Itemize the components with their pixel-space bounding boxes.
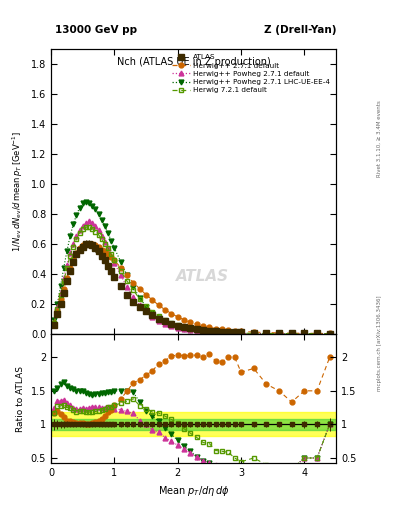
Text: Z (Drell-Yan): Z (Drell-Yan) [264,25,336,35]
Text: Rivet 3.1.10, ≥ 3.4M events: Rivet 3.1.10, ≥ 3.4M events [377,100,382,177]
X-axis label: Mean $p_T/d\eta\,d\phi$: Mean $p_T/d\eta\,d\phi$ [158,484,230,498]
Legend: ATLAS, Herwig++ 2.7.1 default, Herwig++ Powheg 2.7.1 default, Herwig++ Powheg 2.: ATLAS, Herwig++ 2.7.1 default, Herwig++ … [170,52,332,96]
Y-axis label: Ratio to ATLAS: Ratio to ATLAS [16,366,25,432]
Bar [51,419,336,430]
Y-axis label: $1/N_\mathrm{ev}\,dN_\mathrm{ev}/d\,\mathrm{mean}\,p_T\,[\mathrm{GeV}^{-1}]$: $1/N_\mathrm{ev}\,dN_\mathrm{ev}/d\,\mat… [11,131,25,252]
Text: 13000 GeV pp: 13000 GeV pp [55,25,137,35]
Text: mcplots.cern.ch [arXiv:1306.3436]: mcplots.cern.ch [arXiv:1306.3436] [377,295,382,391]
Text: Nch (ATLAS UE in Z production): Nch (ATLAS UE in Z production) [117,57,270,67]
Bar [51,412,336,437]
Text: ATLAS: ATLAS [176,269,229,284]
